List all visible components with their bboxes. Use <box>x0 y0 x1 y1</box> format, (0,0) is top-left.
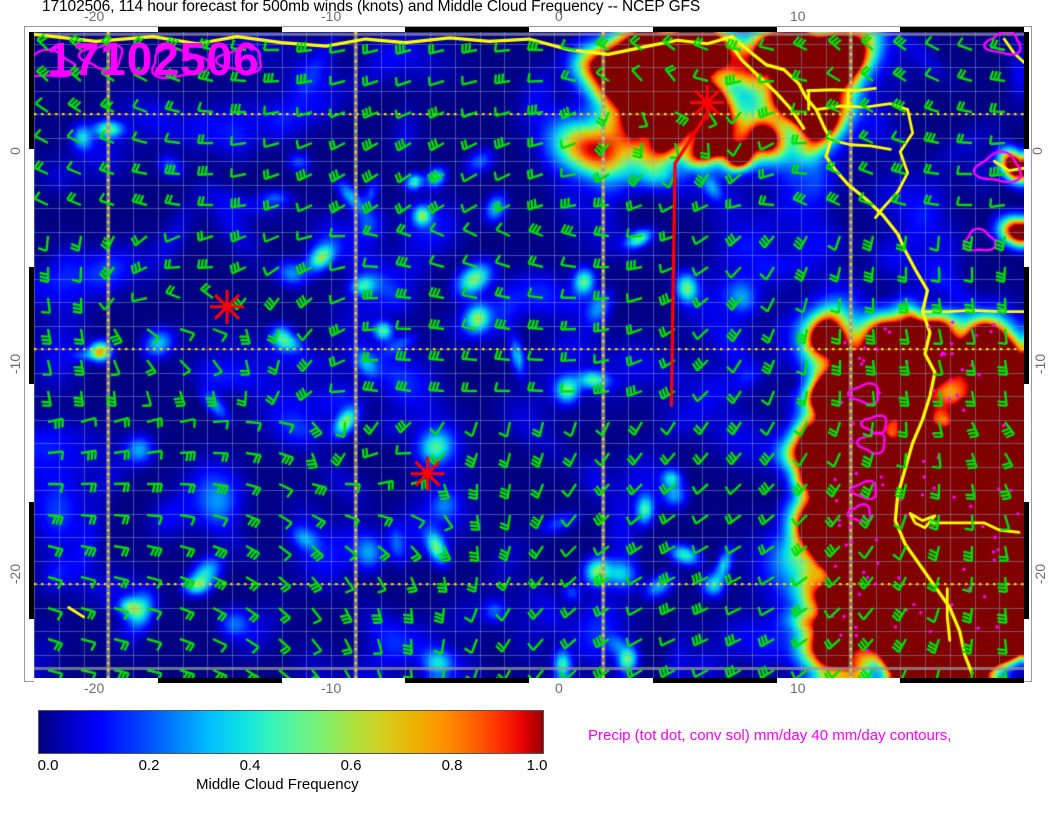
x-tick-top-0: -20 <box>84 8 105 24</box>
colorbar-tick-3: 0.6 <box>340 757 362 774</box>
axis-band-left-0 <box>29 32 34 150</box>
colorbar-label: Middle Cloud Frequency <box>196 776 359 793</box>
axis-band-bottom-1 <box>157 678 282 683</box>
colorbar-tick-0: 0.0 <box>37 757 59 774</box>
precip-legend: Precip (tot dot, conv sol) mm/day 40 mm/… <box>588 727 952 744</box>
axis-band-bottom-4 <box>529 678 653 683</box>
axis-band-left-5 <box>29 619 34 678</box>
axis-band-right-5 <box>1024 619 1029 678</box>
axis-band-bottom-3 <box>405 678 529 683</box>
axis-band-left-2 <box>29 266 34 385</box>
page-title: 17102506, 114 hour forecast for 500mb wi… <box>42 0 701 15</box>
x-tick-top-3: 10 <box>790 8 806 24</box>
colorbar-tick-1: 0.2 <box>138 757 160 774</box>
map-canvas[interactable] <box>34 32 1024 678</box>
axis-band-top-6 <box>776 27 901 32</box>
colorbar-tick-2: 0.4 <box>239 757 261 774</box>
colorbar-tick-5: 1.0 <box>526 757 548 774</box>
axis-band-bottom-2 <box>281 678 406 683</box>
map-plot-area[interactable] <box>34 32 1024 678</box>
axis-band-right-1 <box>1024 149 1029 267</box>
axis-band-right-0 <box>1024 32 1029 150</box>
map-plot-frame <box>24 26 1032 683</box>
axis-band-top-1 <box>157 27 282 32</box>
axis-band-top-5 <box>652 27 777 32</box>
y-tick-right-2: -20 <box>1032 563 1049 585</box>
y-tick-left-0: 0 <box>6 147 23 155</box>
axis-band-right-2 <box>1024 266 1029 385</box>
axis-band-bottom-5 <box>652 678 777 683</box>
y-tick-left-1: -10 <box>7 353 24 375</box>
axis-band-top-3 <box>405 27 529 32</box>
axis-band-top-7 <box>900 27 1024 32</box>
axis-band-right-3 <box>1024 384 1029 502</box>
colorbar <box>38 710 544 754</box>
axis-band-left-3 <box>29 384 34 502</box>
y-tick-left-2: -20 <box>7 563 24 585</box>
axis-band-right-4 <box>1024 501 1029 620</box>
axis-band-left-1 <box>29 149 34 267</box>
axis-band-top-2 <box>281 27 406 32</box>
x-tick-bottom-3: 10 <box>790 680 806 696</box>
axis-band-top-0 <box>34 27 158 32</box>
x-tick-top-1: -10 <box>321 8 342 24</box>
x-tick-bottom-1: -10 <box>321 680 342 696</box>
axis-band-bottom-6 <box>776 678 901 683</box>
y-tick-right-1: -10 <box>1032 353 1049 375</box>
x-tick-top-2: 0 <box>555 8 563 24</box>
axis-band-top-4 <box>529 27 653 32</box>
axis-band-left-4 <box>29 501 34 620</box>
axis-band-bottom-7 <box>900 678 1024 683</box>
colorbar-tick-4: 0.8 <box>441 757 463 774</box>
axis-band-bottom-0 <box>34 678 158 683</box>
x-tick-bottom-0: -20 <box>84 680 105 696</box>
x-tick-bottom-2: 0 <box>555 680 563 696</box>
timestamp-overlay: 17102506 <box>47 33 260 85</box>
